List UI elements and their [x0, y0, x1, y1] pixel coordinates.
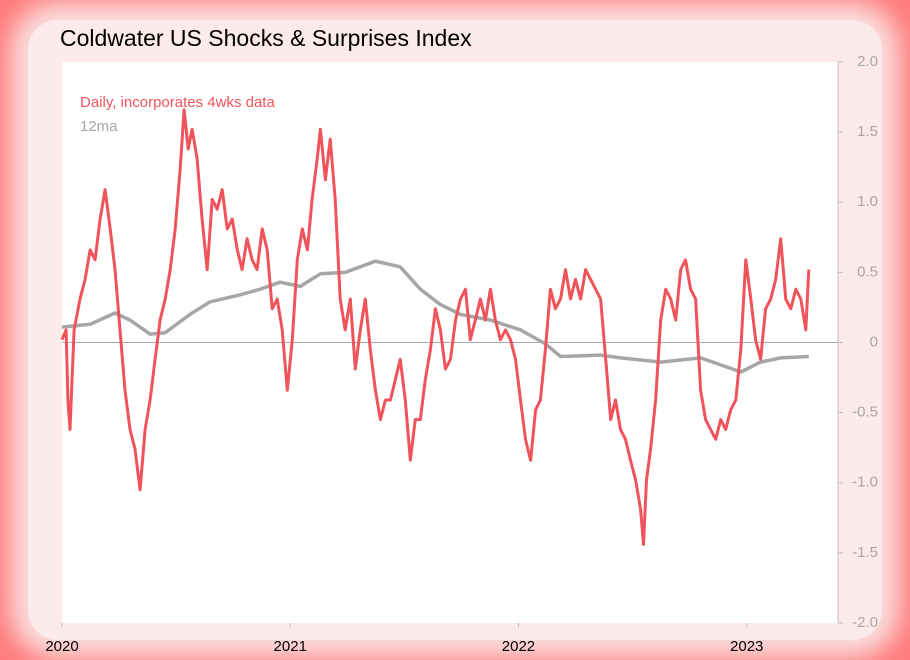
legend-label: Daily, incorporates 4wks data	[80, 94, 275, 111]
y-tick-label: 1.5	[857, 123, 878, 140]
y-tick-label: -2.0	[852, 614, 878, 631]
legend-label: 12ma	[80, 118, 118, 135]
y-tick-label: 2.0	[857, 53, 878, 70]
y-tick-label: -0.5	[852, 404, 878, 421]
y-tick-label: 1.0	[857, 193, 878, 210]
y-tick-label: 0.5	[857, 263, 878, 280]
x-tick-label: 2023	[730, 638, 763, 655]
y-tick-label: -1.0	[852, 474, 878, 491]
chart-title: Coldwater US Shocks & Surprises Index	[60, 25, 472, 51]
x-tick-label: 2021	[274, 638, 307, 655]
series-line	[61, 259, 809, 374]
y-tick-label: -1.5	[852, 544, 878, 561]
x-tick-label: 2022	[502, 638, 535, 655]
y-tick-label: 0	[870, 333, 878, 350]
series-line	[60, 108, 811, 546]
x-tick-label: 2020	[45, 638, 78, 655]
